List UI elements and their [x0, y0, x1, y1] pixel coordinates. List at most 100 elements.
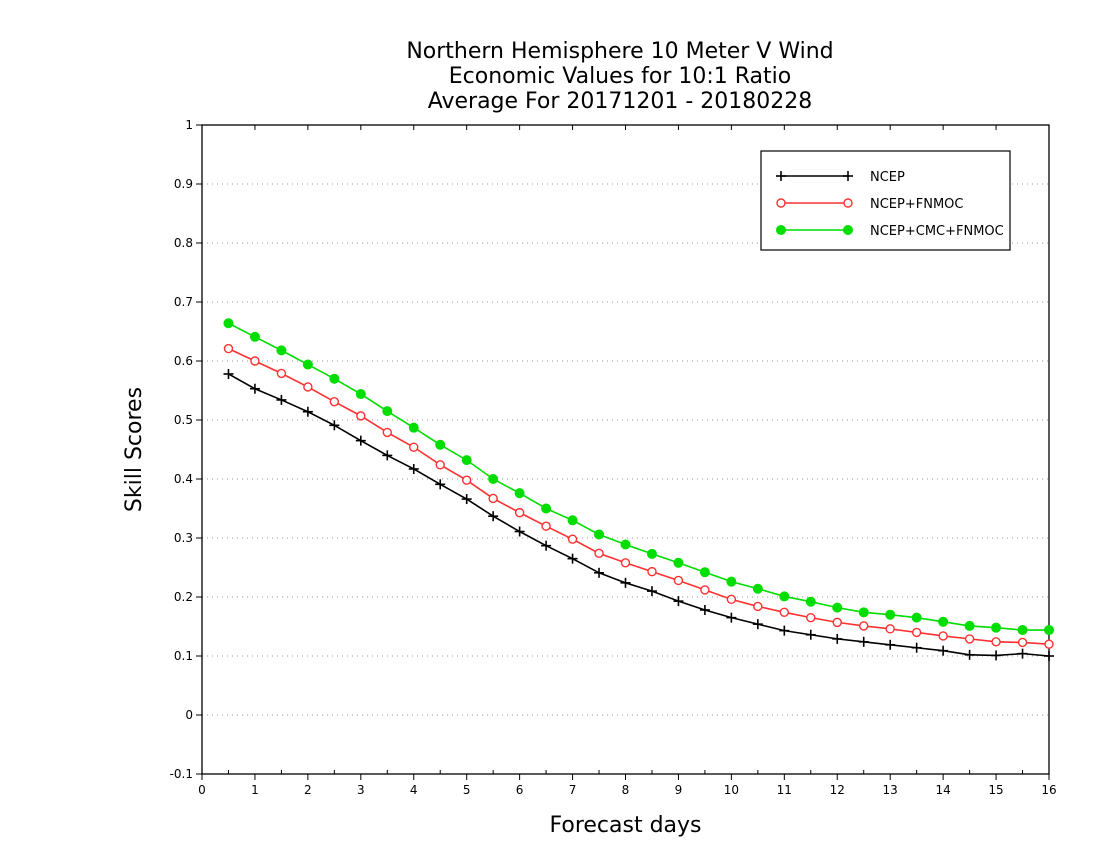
data-point — [594, 567, 605, 578]
x-tick-label: 10 — [724, 783, 739, 797]
data-point — [673, 596, 684, 607]
data-point — [514, 488, 525, 499]
data-point — [541, 521, 551, 531]
data-point — [885, 639, 896, 650]
data-point — [461, 475, 472, 485]
x-tick-label: 4 — [410, 783, 418, 797]
data-point — [699, 567, 710, 578]
y-tick-label: 0.5 — [174, 413, 193, 427]
legend-label: NCEP+CMC+FNMOC — [870, 224, 1004, 239]
y-tick-label: 0.7 — [174, 295, 193, 309]
x-tick-label: 9 — [675, 783, 683, 797]
x-tick-label: 15 — [988, 783, 1003, 797]
data-point — [700, 585, 710, 595]
data-point — [435, 460, 445, 470]
data-point — [726, 576, 737, 587]
data-point — [541, 503, 552, 514]
data-point — [938, 645, 949, 656]
y-tick-label: 0.9 — [174, 177, 193, 191]
legend-box — [760, 150, 1011, 251]
data-point — [647, 566, 657, 577]
data-point — [594, 548, 604, 559]
data-point — [620, 558, 631, 568]
x-tick-label: 6 — [516, 783, 524, 797]
data-point — [832, 602, 843, 613]
chart-title: Northern Hemisphere 10 Meter V WindEcono… — [406, 39, 833, 114]
y-tick-label: 0.6 — [174, 354, 193, 368]
data-point — [938, 631, 948, 641]
legend-marker — [776, 171, 786, 181]
axis-ticks: -0.100.10.20.30.40.50.60.70.80.910 1 2 3 4 5 6… — [170, 118, 1057, 797]
title-line-3: Average For 20171201 - 20180228 — [428, 89, 813, 114]
series-line — [228, 347, 1050, 645]
data-point — [991, 637, 1001, 647]
x-tick-label: 1 — [251, 783, 259, 797]
data-point — [488, 511, 499, 522]
x-axis-label: Forecast days — [549, 813, 701, 838]
legend-marker — [843, 198, 853, 208]
data-point — [752, 583, 763, 594]
data-point — [514, 526, 525, 537]
x-tick-label: 16 — [1041, 783, 1056, 797]
x-tick-label: 5 — [463, 783, 471, 797]
data-point — [1044, 639, 1054, 649]
data-point — [832, 633, 843, 644]
data-point — [355, 389, 366, 400]
data-point — [409, 442, 419, 452]
data-point — [355, 435, 366, 446]
series — [223, 318, 1054, 661]
y-tick-label: 0.4 — [174, 472, 193, 486]
data-point — [673, 557, 684, 568]
y-tick-label: 0.2 — [174, 590, 193, 604]
data-point — [250, 356, 260, 366]
data-point — [276, 394, 287, 405]
legend-marker — [843, 171, 853, 181]
data-point — [488, 474, 499, 484]
data-point — [726, 594, 737, 605]
grid-lines — [202, 183, 1049, 716]
legend-marker — [776, 198, 786, 208]
data-point — [223, 318, 234, 329]
data-point — [911, 642, 922, 653]
series-line — [228, 373, 1050, 657]
y-tick-label: 0 — [185, 708, 193, 722]
data-point — [1017, 637, 1028, 648]
legend-label: NCEP+FNMOC — [870, 197, 963, 212]
data-point — [382, 427, 392, 438]
data-point — [1017, 625, 1028, 636]
data-point — [646, 548, 657, 559]
x-tick-label: 12 — [830, 783, 845, 797]
data-point — [356, 411, 366, 421]
data-point — [408, 422, 419, 433]
x-tick-label: 8 — [622, 783, 630, 797]
data-point — [435, 439, 446, 450]
data-point — [911, 627, 922, 638]
data-point — [461, 494, 472, 505]
y-axis-label: Skill Scores — [122, 387, 147, 512]
x-tick-label: 0 — [198, 783, 206, 797]
data-point — [938, 616, 949, 627]
data-point — [382, 406, 393, 417]
legend-entry: NCEP+FNMOC — [776, 197, 963, 212]
data-point — [303, 382, 313, 392]
y-tick-label: 0.3 — [174, 531, 193, 545]
data-point — [673, 575, 684, 586]
data-point — [832, 617, 842, 628]
data-point — [991, 622, 1002, 633]
y-tick-label: -0.1 — [170, 767, 193, 781]
data-point — [567, 515, 578, 526]
x-tick-label: 14 — [935, 783, 950, 797]
series-line — [228, 322, 1049, 631]
x-tick-label: 3 — [357, 783, 365, 797]
data-point — [726, 612, 737, 623]
data-point — [594, 529, 605, 540]
legend-entry: NCEP+CMC+FNMOC — [776, 224, 1004, 239]
data-point — [806, 612, 816, 623]
data-point — [964, 620, 975, 631]
data-point — [1044, 625, 1054, 636]
data-point — [329, 420, 340, 431]
data-point — [276, 368, 287, 379]
y-tick-label: 0.8 — [174, 236, 193, 250]
data-point — [223, 368, 234, 379]
data-point — [382, 450, 393, 461]
